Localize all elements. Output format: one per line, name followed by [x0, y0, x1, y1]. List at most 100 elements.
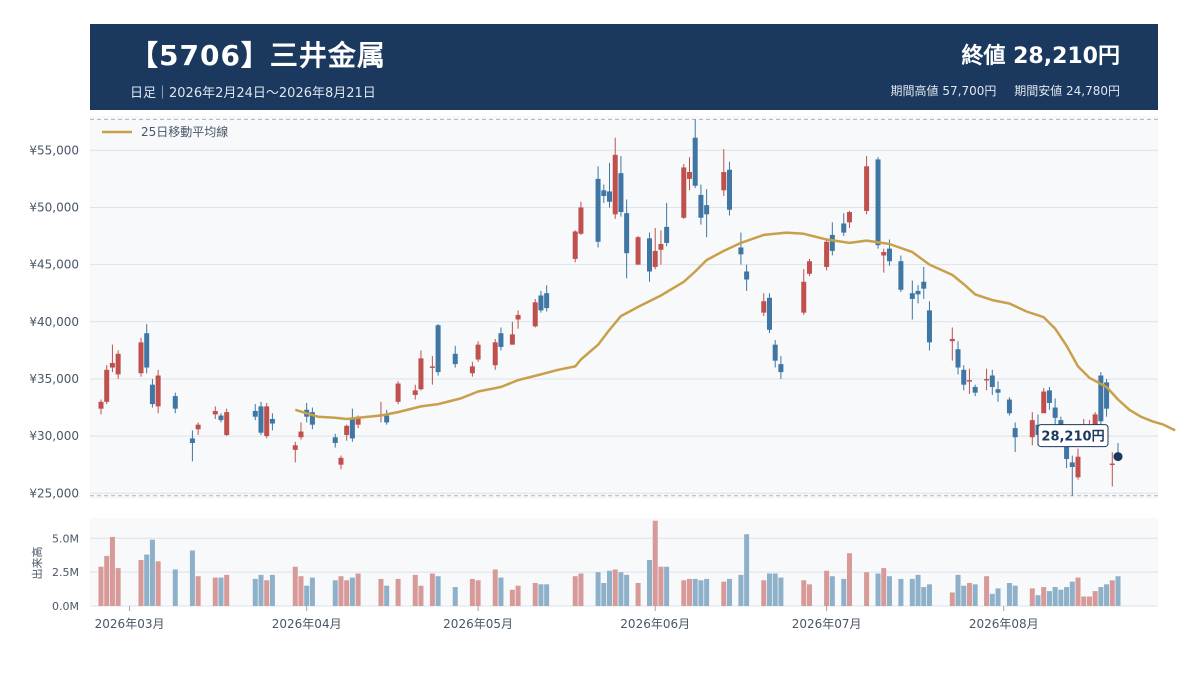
- volume-bar: [144, 554, 150, 606]
- volume-bar: [304, 585, 310, 606]
- candle-body: [692, 137, 698, 186]
- volume-bar: [1035, 595, 1041, 606]
- volume-bar: [898, 578, 904, 606]
- volume-bar: [955, 574, 961, 606]
- last-price-dot: [1113, 452, 1123, 462]
- volume-bar: [155, 561, 161, 606]
- volume-bar: [435, 576, 441, 606]
- candle-body: [344, 425, 350, 435]
- candle-body: [1006, 399, 1012, 414]
- candle-body: [761, 301, 767, 313]
- candle-body: [1092, 414, 1098, 430]
- volume-bar: [875, 573, 881, 606]
- candle-body: [349, 417, 355, 439]
- last-price-box: [1037, 424, 1109, 448]
- volume-bar: [355, 573, 361, 606]
- candle-body: [875, 159, 881, 246]
- price-tick-label: ¥50,000: [29, 200, 79, 214]
- legend-label-ma25: 25日移動平均線: [141, 124, 228, 139]
- volume-bar: [452, 587, 458, 606]
- volume-axis-title: 出来高: [30, 547, 44, 580]
- volume-bar: [726, 578, 732, 606]
- candle-body: [646, 238, 652, 272]
- volume-tick-label: 5.0M: [52, 532, 79, 545]
- volume-bar: [378, 578, 384, 606]
- candle-body: [115, 353, 121, 375]
- candle-body: [572, 231, 578, 259]
- volume-bar: [961, 585, 967, 606]
- volume-bar: [1092, 591, 1098, 606]
- candle-body: [846, 212, 852, 223]
- candle-body: [972, 386, 978, 393]
- volume-bar: [915, 574, 921, 606]
- candle-body: [1058, 420, 1064, 427]
- volume-bar: [1029, 588, 1035, 606]
- candle-body: [955, 349, 961, 368]
- volume-bar: [429, 573, 435, 606]
- volume-bar: [492, 569, 498, 606]
- ma25-line: [294, 231, 1176, 432]
- candle-body: [1104, 382, 1110, 409]
- volume-bar: [384, 585, 390, 606]
- candle-body: [144, 333, 150, 368]
- candle-body: [738, 247, 744, 255]
- volume-bar: [841, 578, 847, 606]
- candle-body: [915, 290, 921, 295]
- candle-body: [1109, 463, 1115, 466]
- volume-bar: [1098, 587, 1104, 606]
- candle-body: [829, 234, 835, 251]
- close-price: 終値 28,210円: [961, 44, 1120, 69]
- candle-body: [258, 406, 264, 433]
- candle-body: [744, 271, 750, 280]
- candle-body: [412, 390, 418, 395]
- volume-bar: [104, 555, 110, 606]
- candle-body: [806, 261, 812, 274]
- volume-bar: [1046, 591, 1052, 606]
- volume-bar: [252, 578, 258, 606]
- candle-body: [332, 437, 338, 443]
- volume-bar: [806, 584, 812, 606]
- price-panel-bg: [90, 116, 1158, 499]
- volume-bar: [475, 580, 481, 606]
- candle-body: [881, 252, 887, 256]
- reference-lines: [90, 118, 1158, 497]
- price-tick-label: ¥45,000: [29, 258, 79, 272]
- volume-bar: [681, 580, 687, 606]
- volume-bar: [995, 588, 1001, 606]
- candle-body: [264, 406, 270, 437]
- volume-bar: [778, 577, 784, 606]
- volume-bar: [829, 576, 835, 606]
- candle-body: [766, 297, 772, 330]
- candle-body: [864, 166, 870, 211]
- candle-body: [578, 207, 584, 234]
- candle-body: [532, 302, 538, 327]
- candle-body: [384, 415, 390, 423]
- candle-body: [778, 364, 784, 373]
- candle-body: [212, 410, 218, 415]
- volume-bar: [544, 584, 550, 606]
- candle-body: [772, 344, 778, 361]
- volume-bar: [664, 566, 670, 606]
- volume-bar: [509, 589, 515, 606]
- volume-bar: [572, 576, 578, 606]
- candle-body: [898, 261, 904, 290]
- candle-body: [292, 445, 298, 450]
- volume-bar: [578, 573, 584, 606]
- candle-body: [664, 226, 670, 243]
- candlesticks: [98, 119, 1121, 496]
- candle-body: [607, 191, 612, 202]
- date-tick-label: 2026年07月: [792, 617, 862, 631]
- last-price-label: 28,210円: [1041, 430, 1104, 445]
- candle-body: [138, 342, 144, 374]
- candle-body: [544, 293, 550, 309]
- volume-bar: [298, 576, 304, 606]
- candle-body: [538, 295, 544, 311]
- candle-body: [1041, 391, 1047, 414]
- candle-body: [109, 362, 115, 368]
- candle-body: [515, 314, 521, 320]
- last-price-marker: 28,210円: [1037, 424, 1123, 462]
- candle-body: [492, 342, 498, 366]
- candle-body: [601, 190, 607, 197]
- candle-body: [1069, 462, 1075, 467]
